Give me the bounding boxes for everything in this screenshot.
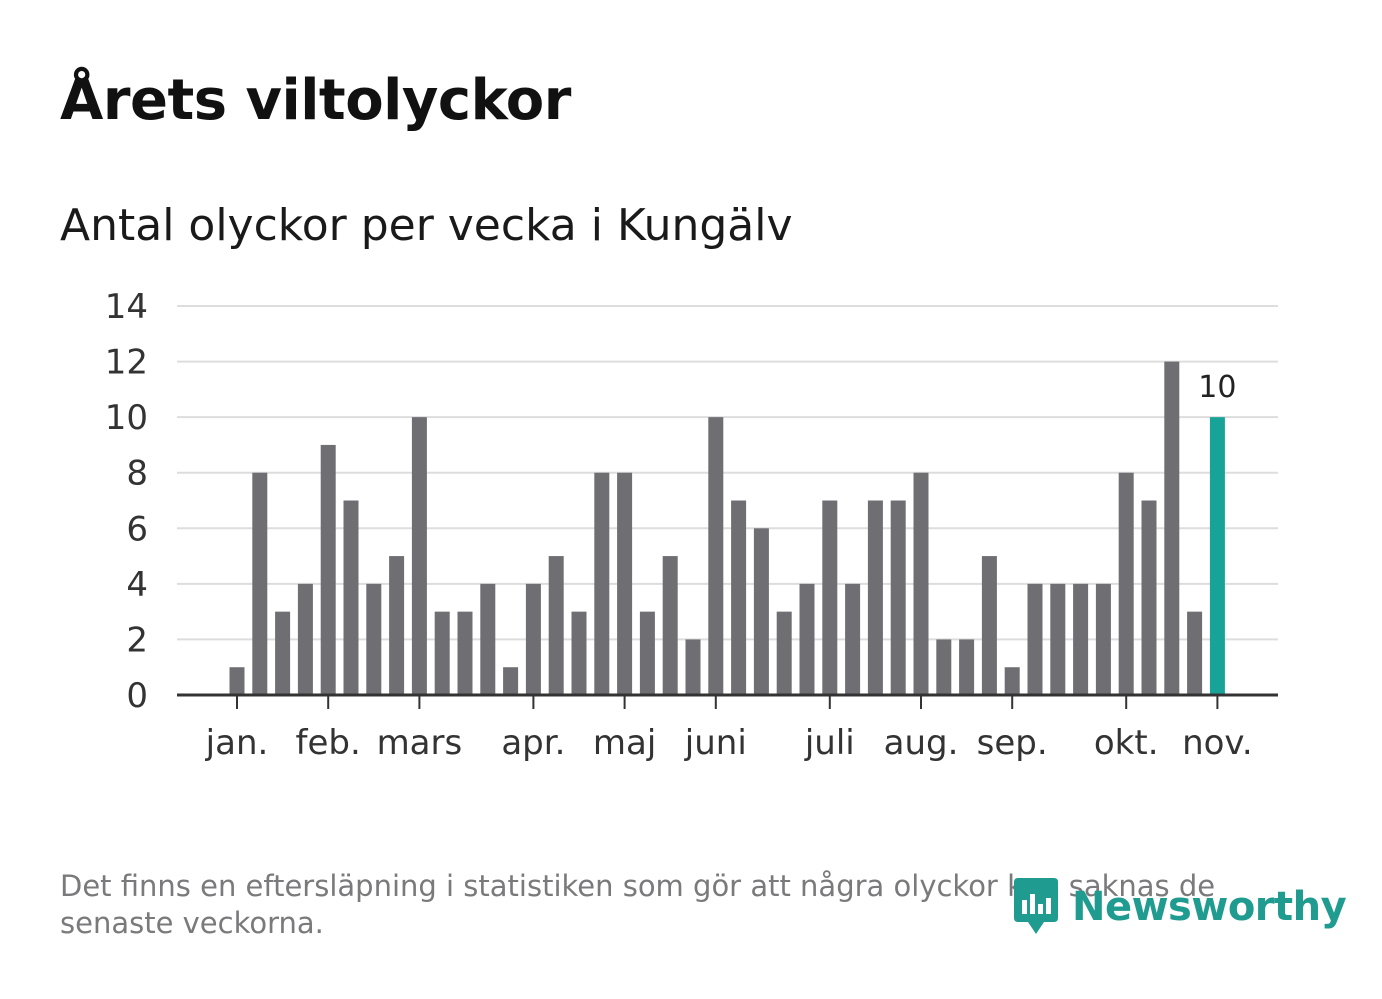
bar — [1118, 472, 1134, 695]
bar — [617, 472, 633, 695]
x-tick-label: sep. — [977, 723, 1048, 763]
x-tick-label: juni — [684, 723, 747, 763]
x-tick-label: apr. — [501, 723, 565, 763]
gridlines — [177, 305, 1278, 641]
bar — [845, 583, 861, 695]
bar — [1141, 500, 1157, 695]
y-tick-label: 12 — [105, 343, 148, 383]
y-tick-label: 14 — [105, 287, 148, 327]
bar — [731, 500, 747, 695]
bar — [776, 611, 792, 695]
bar — [708, 417, 724, 695]
bar — [685, 639, 701, 695]
y-axis-ticks: 0 2 4 6 8 10 12 14 — [105, 287, 148, 716]
logo-text: Newsworthy — [1072, 884, 1347, 930]
bar — [275, 611, 291, 695]
bar — [297, 583, 313, 695]
bar — [229, 667, 245, 695]
x-tick-label: nov. — [1182, 723, 1253, 763]
bar — [799, 583, 815, 695]
bar — [890, 500, 906, 695]
bar — [389, 556, 405, 695]
x-tick-label: feb. — [296, 723, 361, 763]
bar — [1004, 667, 1020, 695]
x-tick-label: mars — [377, 723, 463, 763]
chart-title: Årets viltolyckor — [60, 68, 571, 133]
bar — [366, 583, 382, 695]
x-tick-label: maj — [593, 723, 656, 763]
bar — [959, 639, 975, 695]
highlight-value-label: 10 — [1198, 370, 1236, 405]
bar — [981, 556, 997, 695]
bar — [867, 500, 883, 695]
bar — [1095, 583, 1111, 695]
bar — [1164, 361, 1180, 695]
bar — [503, 667, 519, 695]
y-tick-label: 0 — [126, 676, 148, 716]
bar — [594, 472, 610, 695]
bars — [229, 361, 1225, 695]
x-tick-label: juli — [804, 723, 855, 763]
y-tick-label: 2 — [126, 620, 148, 660]
bar — [343, 500, 359, 695]
bar — [571, 611, 587, 695]
y-tick-label: 4 — [126, 565, 148, 605]
bar — [1050, 583, 1066, 695]
newsworthy-logo-icon — [1014, 878, 1058, 934]
bar — [936, 639, 952, 695]
y-tick-label: 8 — [126, 454, 148, 494]
value-labels: 10 — [1198, 370, 1236, 405]
x-tick-label: aug. — [884, 723, 959, 763]
bar — [913, 472, 929, 695]
bar — [252, 472, 268, 695]
chart-subtitle: Antal olyckor per vecka i Kungälv — [60, 200, 793, 251]
bar — [1073, 583, 1089, 695]
bar — [662, 556, 678, 695]
bar — [639, 611, 655, 695]
bar — [457, 611, 473, 695]
bar — [1187, 611, 1203, 695]
x-tick-label: jan. — [205, 723, 269, 763]
newsworthy-logo[interactable]: Newsworthy — [1010, 876, 1347, 938]
bar — [525, 583, 541, 695]
x-axis-ticks: jan. feb. mars apr. maj juni juli aug. sep. okt. n… — [205, 695, 1253, 763]
highlight-bar — [1209, 417, 1225, 695]
bar — [1027, 583, 1043, 695]
bar — [822, 500, 838, 695]
y-tick-label: 10 — [105, 398, 148, 438]
x-tick-label: okt. — [1094, 723, 1159, 763]
bar — [434, 611, 450, 695]
bar — [548, 556, 564, 695]
y-tick-label: 6 — [126, 509, 148, 549]
bar — [320, 444, 336, 695]
bar — [480, 583, 496, 695]
bar — [411, 417, 427, 695]
bar — [753, 528, 769, 695]
